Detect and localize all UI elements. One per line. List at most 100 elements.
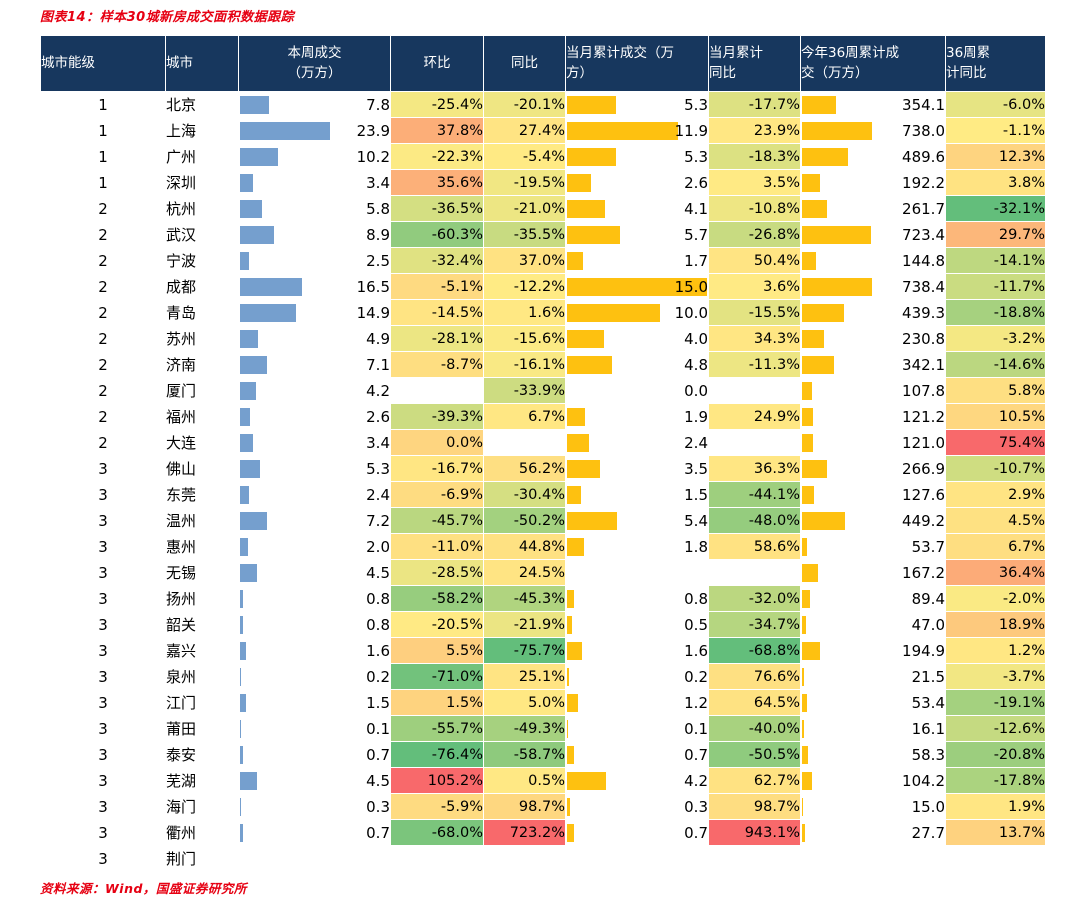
tier-cell: 3 [40, 507, 166, 534]
ytd-data-bar [802, 355, 835, 374]
city-cell: 温州 [165, 507, 239, 534]
table-row: 3 泰安 0.7 -76.4% -58.7% 0.7 -50.5% 58.3 -20.8% [40, 741, 1046, 768]
table-row: 3 东莞 2.4 -6.9% -30.4% 1.5 -44.1% 127.6 2.9% [40, 481, 1046, 508]
header-row: 城市能级 城市 本周成交 （万方） 环比 同比 当月累计成交（万 方） 当月累计… [40, 35, 1046, 92]
yoy-cell: 1.6% [483, 299, 566, 326]
wow-cell: 105.2% [390, 767, 484, 794]
mtd-yoy-cell [708, 845, 801, 872]
ytd-data-bar [802, 433, 814, 452]
city-cell: 济南 [165, 351, 239, 378]
table-row: 3 莆田 0.1 -55.7% -49.3% 0.1 -40.0% 16.1 -12.6% [40, 715, 1046, 742]
wow-cell [390, 845, 484, 872]
table-row: 1 北京 7.8 -25.4% -20.1% 5.3 -17.7% 354.1 -6.0% [40, 91, 1046, 118]
mtd-value: 1.6 [684, 641, 708, 660]
mtd-yoy-cell [708, 559, 801, 586]
mtd-data-bar [567, 642, 582, 660]
mtd-value: 5.7 [684, 225, 708, 244]
tier-cell: 3 [40, 741, 166, 768]
mtd-cell: 11.9 [565, 117, 709, 144]
mtd-yoy-cell: 34.3% [708, 325, 801, 352]
mtd-cell: 10.0 [565, 299, 709, 326]
city-cell: 泉州 [165, 663, 239, 690]
ytd-data-bar [802, 641, 821, 660]
yoy-cell: -16.1% [483, 351, 566, 378]
yoy-cell: -50.2% [483, 507, 566, 534]
week-bar-cell [238, 741, 333, 768]
week-bar-cell [238, 559, 333, 586]
mtd-value: 15.0 [674, 277, 708, 296]
wow-cell: -39.3% [390, 403, 484, 430]
city-cell: 青岛 [165, 299, 239, 326]
week-data-bar [240, 615, 243, 634]
yoy-cell [483, 845, 566, 872]
mtd-yoy-cell: -18.3% [708, 143, 801, 170]
ytd-value-cell: 53.4 [873, 689, 946, 716]
figure-title: 图表14：样本30城新房成交面积数据跟踪 [40, 10, 295, 25]
week-bar-cell [238, 767, 333, 794]
week-value-cell: 14.9 [332, 299, 391, 326]
city-cell: 大连 [165, 429, 239, 456]
ytd-bar-cell [800, 377, 874, 404]
mtd-yoy-cell: 98.7% [708, 793, 801, 820]
tier-cell: 3 [40, 481, 166, 508]
wow-cell: -58.2% [390, 585, 484, 612]
wow-cell: -68.0% [390, 819, 484, 846]
mtd-cell: 5.4 [565, 507, 709, 534]
week-value-cell: 4.9 [332, 325, 391, 352]
week-bar-cell [238, 585, 333, 612]
week-data-bar [240, 381, 256, 400]
week-value-cell: 0.7 [332, 819, 391, 846]
mtd-value: 11.9 [674, 121, 708, 140]
table-row: 2 青岛 14.9 -14.5% 1.6% 10.0 -15.5% 439.3 -18.8% [40, 299, 1046, 326]
week-bar-cell [238, 273, 333, 300]
table-row: 2 大连 3.4 0.0% 2.4 121.0 75.4% [40, 429, 1046, 456]
week-data-bar [240, 225, 274, 244]
city-cell: 深圳 [165, 169, 239, 196]
tier-cell: 3 [40, 455, 166, 482]
ytd-value-cell: 738.0 [873, 117, 946, 144]
ytd-value-cell: 121.0 [873, 429, 946, 456]
wow-cell: 1.5% [390, 689, 484, 716]
ytd-bar-cell [800, 117, 874, 144]
ytd-data-bar [802, 225, 871, 244]
tier-cell: 2 [40, 403, 166, 430]
mtd-yoy-cell: 943.1% [708, 819, 801, 846]
ytd-bar-cell [800, 689, 874, 716]
ytd-value-cell: 439.3 [873, 299, 946, 326]
yoy-cell: -19.5% [483, 169, 566, 196]
ytd-data-bar [802, 95, 836, 114]
week-value-cell: 3.4 [332, 169, 391, 196]
ytd-yoy-cell: -19.1% [945, 689, 1046, 716]
wow-cell: -5.9% [390, 793, 484, 820]
week-data-bar [240, 173, 253, 192]
ytd-yoy-cell: 75.4% [945, 429, 1046, 456]
col-header-ytd: 今年36周累计成 交（万方） [800, 35, 946, 92]
ytd-data-bar [802, 823, 805, 842]
mtd-yoy-cell: 3.6% [708, 273, 801, 300]
mtd-yoy-cell: -17.7% [708, 91, 801, 118]
mtd-data-bar [567, 512, 618, 530]
week-bar-cell [238, 351, 333, 378]
mtd-yoy-cell: -48.0% [708, 507, 801, 534]
ytd-yoy-cell: -18.8% [945, 299, 1046, 326]
table-row: 2 厦门 4.2 -33.9% 0.0 107.8 5.8% [40, 377, 1046, 404]
ytd-yoy-cell: -2.0% [945, 585, 1046, 612]
mtd-value: 3.5 [684, 459, 708, 478]
ytd-yoy-cell: -32.1% [945, 195, 1046, 222]
wow-cell: -60.3% [390, 221, 484, 248]
table-row: 3 温州 7.2 -45.7% -50.2% 5.4 -48.0% 449.2 4.5% [40, 507, 1046, 534]
data-table: 城市能级 城市 本周成交 （万方） 环比 同比 当月累计成交（万 方） 当月累计… [40, 35, 1046, 872]
week-data-bar [240, 95, 270, 114]
city-cell: 无锡 [165, 559, 239, 586]
mtd-data-bar [567, 148, 617, 166]
mtd-value: 2.6 [684, 173, 708, 192]
ytd-yoy-cell: -14.6% [945, 351, 1046, 378]
yoy-cell: 25.1% [483, 663, 566, 690]
week-value-cell: 2.4 [332, 481, 391, 508]
city-cell: 泰安 [165, 741, 239, 768]
ytd-bar-cell [800, 169, 874, 196]
tier-cell: 3 [40, 845, 166, 872]
mtd-data-bar [567, 460, 600, 478]
mtd-value: 5.3 [684, 147, 708, 166]
city-cell: 韶关 [165, 611, 239, 638]
